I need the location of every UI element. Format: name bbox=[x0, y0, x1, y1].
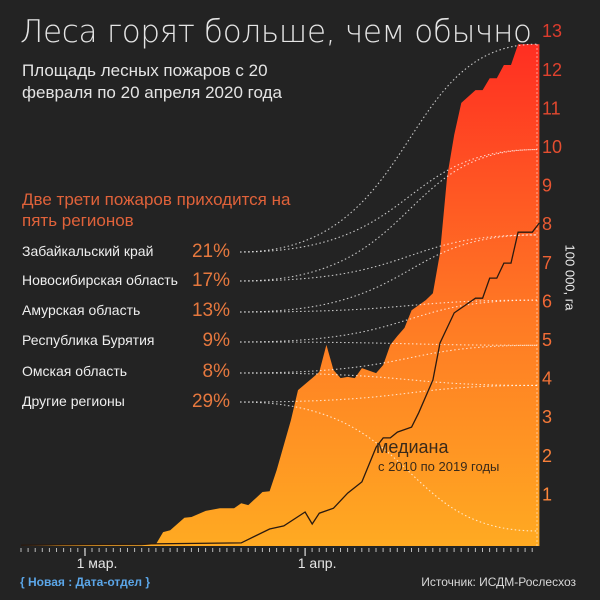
region-share: 21% bbox=[191, 241, 230, 262]
credit-logo[interactable]: { Новая : Дата-отдел } bbox=[20, 575, 150, 589]
region-connector-line bbox=[239, 299, 538, 313]
region-connector-line bbox=[239, 372, 538, 386]
x-tick-label: 1 мар. bbox=[77, 555, 118, 571]
y-tick-label: 8 bbox=[542, 214, 552, 234]
y-tick-label: 13 bbox=[542, 21, 562, 41]
x-tick-label: 1 апр. bbox=[298, 555, 337, 571]
y-tick-label: 9 bbox=[542, 176, 552, 196]
chart-subtitle: Площадь лесных пожаров с 20 февраля по 2… bbox=[22, 61, 282, 102]
region-label: Республика Бурятия bbox=[22, 332, 155, 348]
chart-title: Леса горят больше, чем обычно bbox=[20, 14, 532, 50]
y-tick-label: 3 bbox=[542, 407, 552, 427]
y-tick-label: 11 bbox=[542, 98, 561, 118]
region-connector-line bbox=[239, 43, 538, 253]
y-axis-label: 100 000, га bbox=[562, 244, 578, 311]
y-tick-label: 5 bbox=[542, 330, 552, 350]
region-share: 17% bbox=[191, 270, 230, 291]
y-tick-label: 4 bbox=[542, 369, 552, 389]
region-label: Омская область bbox=[22, 363, 128, 379]
region-connector-line bbox=[239, 401, 538, 532]
y-tick-label: 1 bbox=[542, 484, 552, 504]
region-share: 9% bbox=[202, 330, 230, 351]
median-label: медиана bbox=[376, 437, 449, 457]
y-tick-label: 10 bbox=[542, 137, 562, 157]
region-connector-line bbox=[239, 341, 538, 346]
region-label: Другие регионы bbox=[22, 393, 125, 409]
fire-area-series bbox=[21, 44, 540, 546]
y-tick-label: 12 bbox=[542, 60, 562, 80]
region-label: Новосибирская область bbox=[22, 272, 178, 288]
region-connector-line bbox=[239, 149, 538, 253]
region-connector-line bbox=[239, 344, 538, 374]
region-share: 13% bbox=[191, 300, 230, 321]
y-tick-label: 6 bbox=[542, 291, 552, 311]
region-share: 29% bbox=[191, 391, 230, 412]
source-note: Источник: ИСДМ-Рослесхоз bbox=[421, 575, 576, 589]
region-label: Забайкальский край bbox=[22, 243, 154, 259]
regions-heading: Две трети пожаров приходится на пять рег… bbox=[22, 190, 291, 230]
median-note: с 2010 по 2019 годы bbox=[378, 459, 500, 474]
region-connector-line bbox=[239, 299, 538, 343]
region-share: 8% bbox=[202, 361, 230, 382]
region-connector-line bbox=[239, 384, 538, 403]
y-tick-label: 2 bbox=[542, 446, 552, 466]
region-label: Амурская область bbox=[22, 302, 141, 318]
median-line bbox=[21, 222, 540, 546]
y-tick-label: 7 bbox=[542, 253, 552, 273]
